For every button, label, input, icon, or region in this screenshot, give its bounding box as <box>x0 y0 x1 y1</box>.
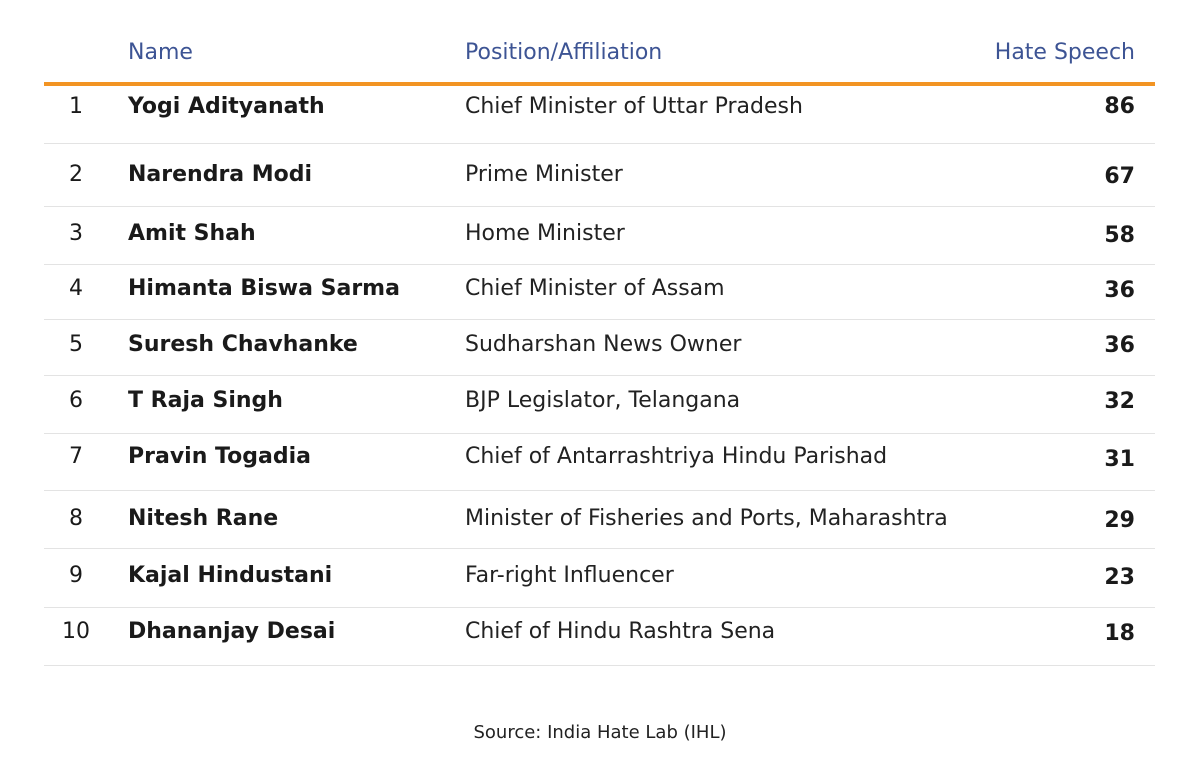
source-note: Source: India Hate Lab (IHL) <box>473 722 727 743</box>
table-body: 1 Yogi Adityanath Chief Minister of Uttar … <box>44 86 1155 666</box>
row-name: Yogi Adityanath <box>128 94 325 119</box>
row-name: Dhananjay Desai <box>128 619 336 644</box>
row-hate-speech-count: 36 <box>1104 333 1135 358</box>
row-position: Chief of Antarrashtriya Hindu Parishad <box>465 444 888 469</box>
table-row: 8 Nitesh Rane Minister of Fisheries and Po… <box>44 491 1155 549</box>
hate-speech-table: Name Position/Affiliation Hate Speech 1 Y… <box>44 28 1155 666</box>
row-hate-speech-count: 31 <box>1104 447 1135 472</box>
table-row: 9 Kajal Hindustani Far-right Influencer 23 <box>44 549 1155 608</box>
row-hate-speech-count: 67 <box>1104 164 1135 189</box>
row-position: Minister of Fisheries and Ports, Maharas… <box>465 506 948 531</box>
row-hate-speech-count: 86 <box>1104 94 1135 119</box>
row-hate-speech-count: 23 <box>1104 565 1135 590</box>
row-position: Chief of Hindu Rashtra Sena <box>465 619 776 644</box>
row-position: Sudharshan News Owner <box>465 332 742 357</box>
row-position: Chief Minister of Assam <box>465 276 725 301</box>
row-rank: 9 <box>69 563 83 588</box>
row-position: BJP Legislator, Telangana <box>465 388 741 413</box>
table-row: 3 Amit Shah Home Minister 58 <box>44 207 1155 265</box>
table-row: 6 T Raja Singh BJP Legislator, Telangana 32 <box>44 376 1155 434</box>
row-hate-speech-count: 58 <box>1104 223 1135 248</box>
row-rank: 6 <box>69 388 83 413</box>
row-name: Himanta Biswa Sarma <box>128 276 400 301</box>
row-name: Nitesh Rane <box>128 506 279 531</box>
row-rank: 7 <box>69 444 83 469</box>
row-hate-speech-count: 29 <box>1104 508 1135 533</box>
table-row: 5 Suresh Chavhanke Sudharshan News Owner 36 <box>44 320 1155 376</box>
table-header: Name Position/Affiliation Hate Speech <box>44 28 1155 86</box>
row-name: Amit Shah <box>128 221 256 246</box>
column-header-hate-speech: Hate Speech <box>994 40 1135 65</box>
row-name: Suresh Chavhanke <box>128 332 358 357</box>
row-name: Pravin Togadia <box>128 444 311 469</box>
row-rank: 2 <box>69 162 83 187</box>
row-name: T Raja Singh <box>128 388 283 413</box>
row-name: Kajal Hindustani <box>128 563 333 588</box>
row-position: Home Minister <box>465 221 625 246</box>
row-name: Narendra Modi <box>128 162 313 187</box>
row-hate-speech-count: 18 <box>1104 621 1135 646</box>
row-rank: 4 <box>69 276 83 301</box>
table-row: 7 Pravin Togadia Chief of Antarrashtriya H… <box>44 434 1155 491</box>
row-position: Chief Minister of Uttar Pradesh <box>465 94 803 119</box>
column-header-name: Name <box>128 40 193 65</box>
row-position: Far-right Influencer <box>465 563 674 588</box>
column-header-position: Position/Affiliation <box>465 40 663 65</box>
row-rank: 5 <box>69 332 83 357</box>
table-row: 4 Himanta Biswa Sarma Chief Minister of As… <box>44 265 1155 320</box>
table-row: 1 Yogi Adityanath Chief Minister of Uttar … <box>44 86 1155 144</box>
row-rank: 1 <box>69 94 83 119</box>
table-row: 2 Narendra Modi Prime Minister 67 <box>44 144 1155 207</box>
row-hate-speech-count: 36 <box>1104 278 1135 303</box>
row-rank: 10 <box>62 619 90 644</box>
row-rank: 8 <box>69 506 83 531</box>
row-hate-speech-count: 32 <box>1104 389 1135 414</box>
row-rank: 3 <box>69 221 83 246</box>
row-position: Prime Minister <box>465 162 623 187</box>
table-row: 10 Dhananjay Desai Chief of Hindu Rashtra … <box>44 608 1155 666</box>
